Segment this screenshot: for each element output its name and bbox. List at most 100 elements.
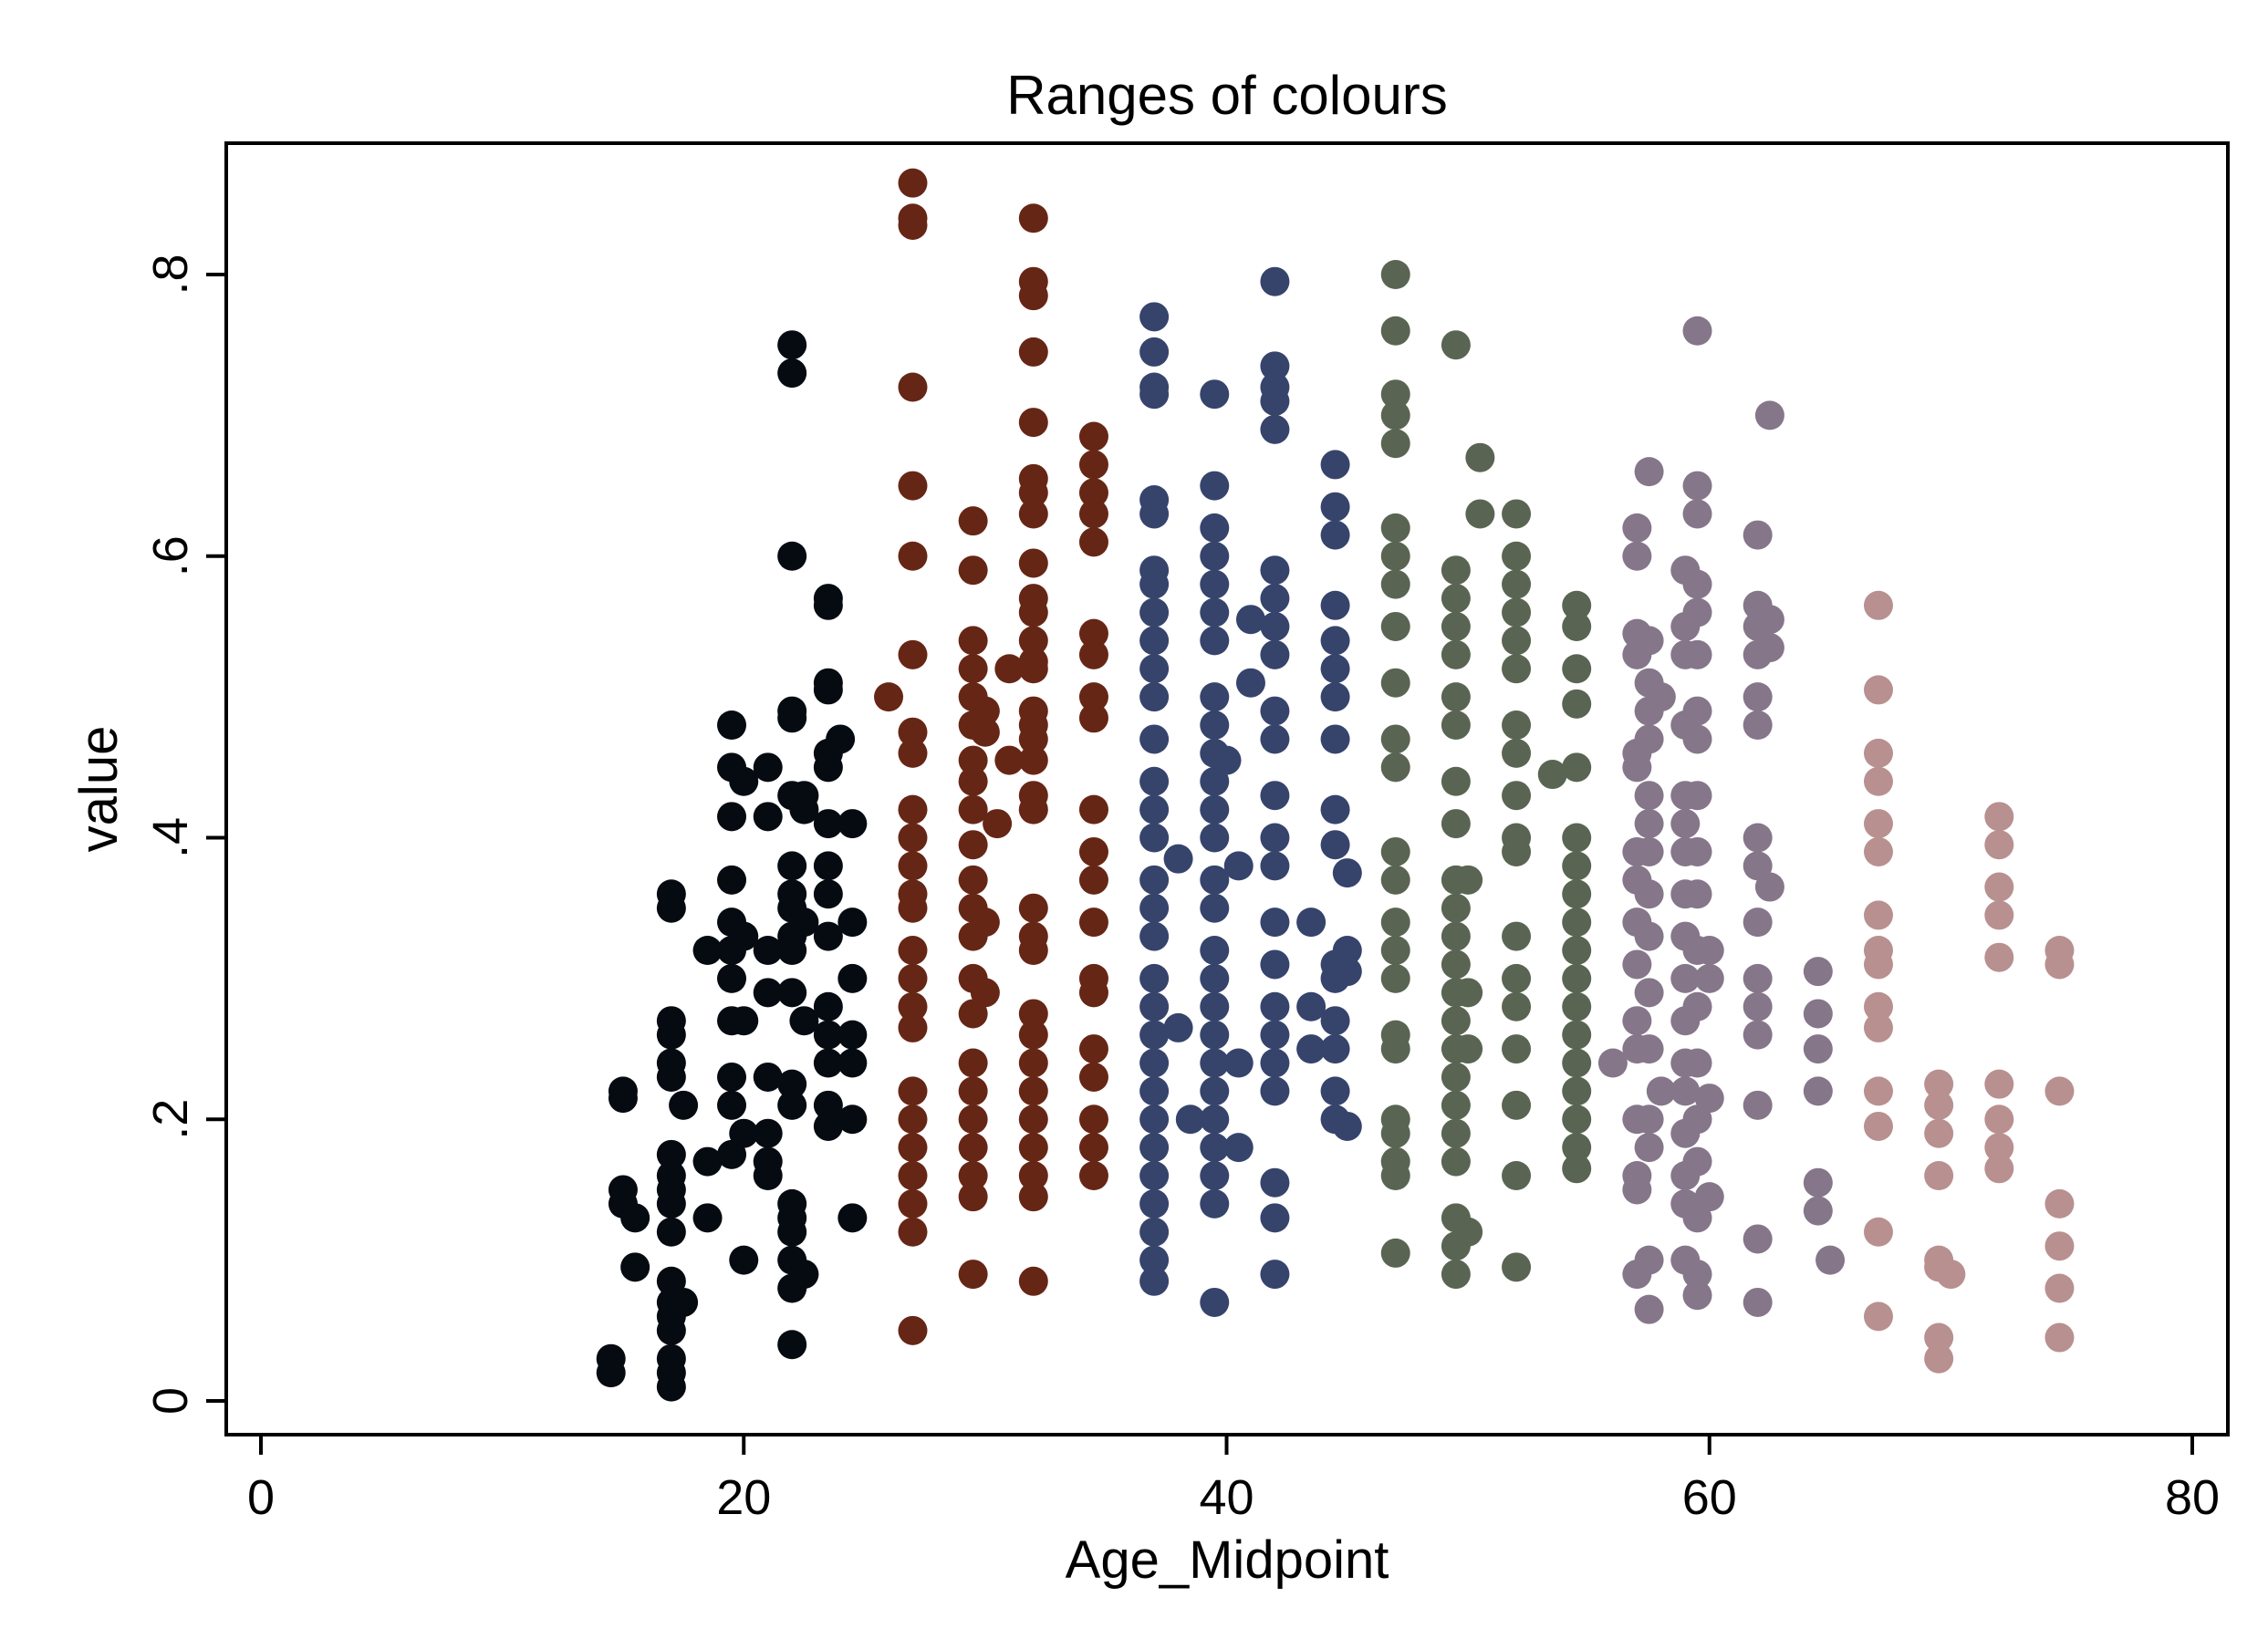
data-point (1682, 499, 1712, 529)
data-point (1634, 921, 1664, 951)
data-point (1320, 682, 1350, 712)
point-group-2 (1139, 266, 1362, 1317)
data-point (1380, 724, 1410, 754)
data-point (1803, 1167, 1833, 1198)
data-point (1139, 499, 1170, 529)
data-point (1018, 654, 1048, 684)
data-point (898, 1188, 928, 1219)
data-point (1018, 478, 1048, 508)
data-point (1078, 865, 1108, 895)
data-point (1815, 1245, 1846, 1275)
data-point (1465, 442, 1495, 472)
data-point (1200, 1188, 1230, 1219)
data-point (729, 921, 759, 951)
data-point (1078, 527, 1108, 557)
data-point (1441, 766, 1471, 796)
data-point (1200, 710, 1230, 740)
data-point (1924, 1118, 1954, 1148)
data-point (753, 978, 783, 1008)
data-point (1743, 1224, 1773, 1254)
data-point (692, 1146, 723, 1177)
data-point (620, 1203, 650, 1233)
data-point (898, 471, 928, 501)
data-point (1018, 1076, 1048, 1106)
data-point (1320, 724, 1350, 754)
data-point (1441, 330, 1471, 360)
data-point (1694, 936, 1724, 965)
data-point (1441, 1260, 1471, 1290)
data-point (958, 1182, 988, 1212)
data-point (958, 830, 988, 860)
data-point (777, 1090, 807, 1120)
data-point (1634, 724, 1664, 754)
data-point (1380, 379, 1410, 410)
data-point (1380, 260, 1410, 289)
data-point (958, 1076, 988, 1106)
data-point (1078, 421, 1108, 451)
data-point (596, 1358, 626, 1388)
data-point (777, 936, 807, 965)
data-point (1018, 281, 1048, 311)
data-point (1863, 766, 1893, 796)
data-point (1670, 809, 1701, 839)
data-point (898, 639, 928, 669)
data-point (2044, 1322, 2075, 1353)
x-axis: 0 20 40 60 80 (247, 1435, 2220, 1525)
data-point (1502, 738, 1532, 768)
data-point (1502, 781, 1532, 811)
data-point (1260, 414, 1290, 444)
data-point (1682, 471, 1712, 501)
data-point (1743, 1020, 1773, 1050)
data-point (1018, 724, 1048, 754)
data-point (1465, 499, 1495, 529)
data-point (1018, 1266, 1048, 1296)
data-point (669, 1090, 699, 1120)
data-point (1320, 830, 1350, 860)
data-point (994, 654, 1025, 684)
data-point (1078, 478, 1108, 508)
data-point (1670, 1076, 1701, 1106)
data-point (898, 823, 928, 853)
data-point (1223, 1133, 1254, 1163)
data-point (753, 752, 783, 783)
data-point (1018, 203, 1048, 233)
data-point (1078, 1062, 1108, 1092)
data-point (1646, 1076, 1676, 1106)
data-point (1139, 654, 1170, 684)
data-point (1200, 513, 1230, 543)
data-point (1380, 316, 1410, 346)
data-point (1743, 907, 1773, 938)
data-point (1139, 302, 1170, 332)
data-point (1743, 710, 1773, 740)
data-point (656, 1188, 686, 1219)
data-point (1984, 1105, 2014, 1135)
data-point (1984, 1069, 2014, 1099)
data-point (1260, 555, 1290, 586)
data-point (1200, 626, 1230, 656)
data-point (813, 921, 843, 951)
data-point (1924, 1322, 1954, 1353)
data-point (1200, 682, 1230, 712)
data-point (1646, 682, 1676, 712)
data-point (1682, 1146, 1712, 1177)
data-point (1682, 639, 1712, 669)
point-group-5 (1863, 590, 2075, 1374)
data-point (1502, 963, 1532, 993)
data-point (1562, 1133, 1592, 1163)
data-point (1380, 865, 1410, 895)
data-point (1441, 710, 1471, 740)
data-point (1018, 1048, 1048, 1078)
data-point (1200, 963, 1230, 993)
data-point (837, 1105, 868, 1135)
data-point (898, 541, 928, 571)
data-point (1200, 541, 1230, 571)
data-point (1562, 991, 1592, 1022)
data-point (777, 703, 807, 733)
data-point (958, 745, 988, 775)
data-point (1743, 520, 1773, 550)
data-point (669, 1287, 699, 1317)
data-point (717, 963, 747, 993)
y-tick-label: .4 (143, 817, 198, 858)
data-point (898, 991, 928, 1022)
data-point (1200, 597, 1230, 627)
